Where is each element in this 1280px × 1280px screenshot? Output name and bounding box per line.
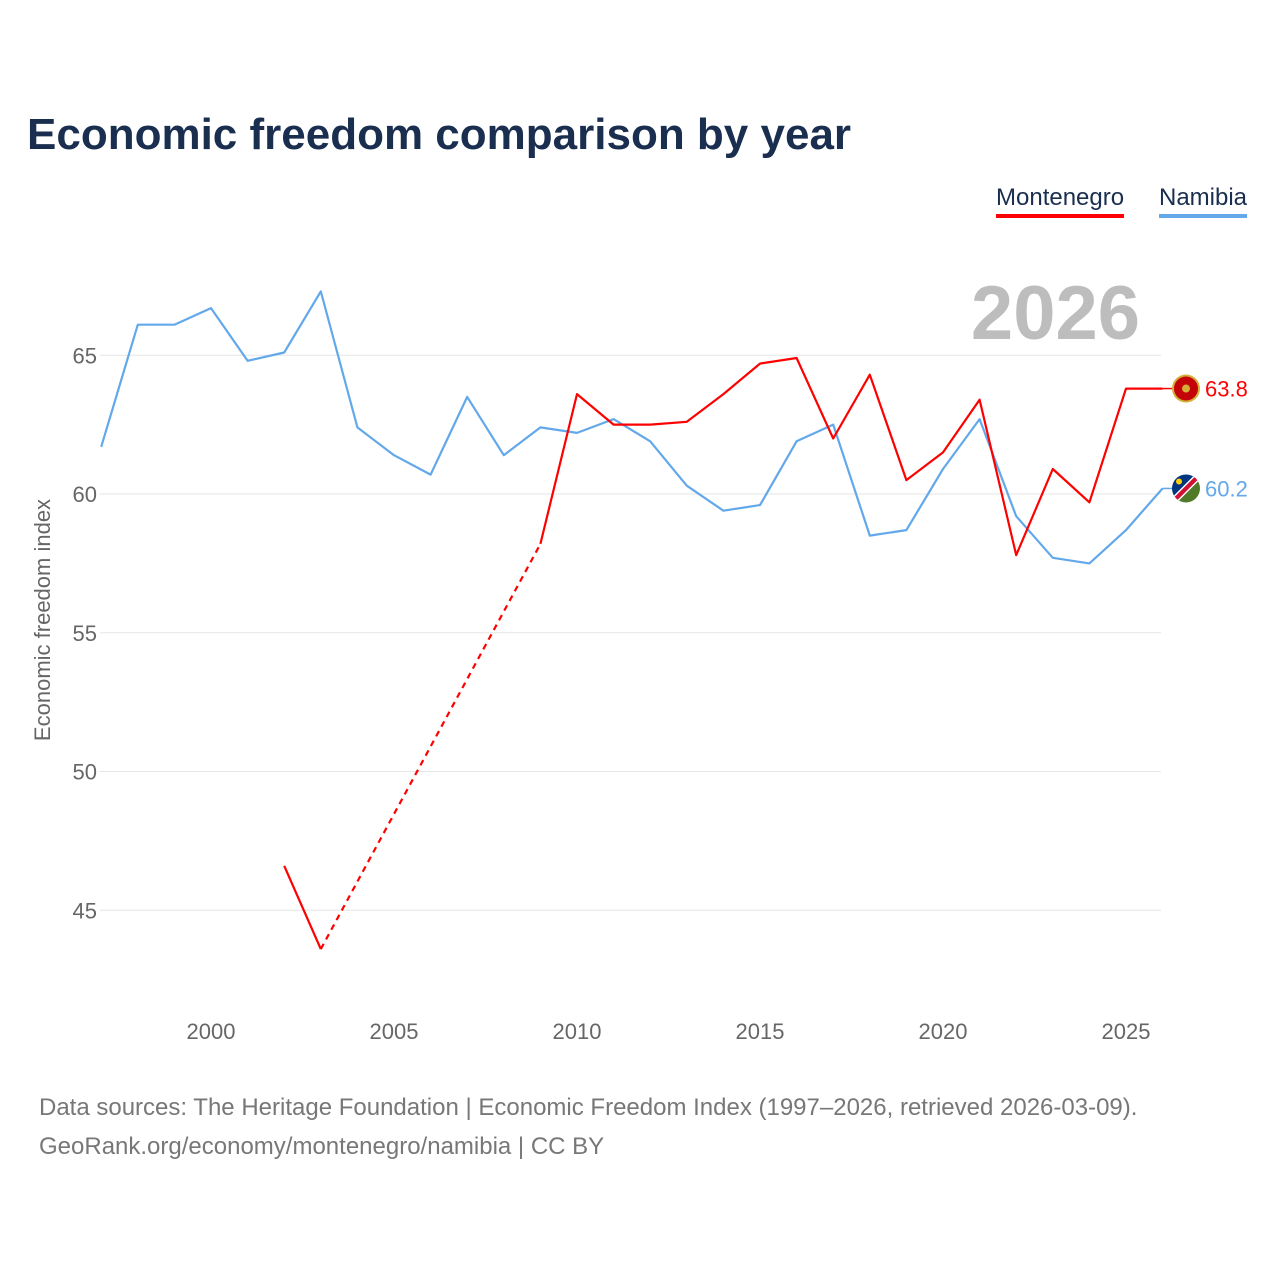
x-tick-label: 2000 [187,1019,236,1044]
montenegro-flag-emblem [1182,384,1190,393]
legend-montenegro[interactable]: Montenegro [996,184,1125,218]
series-line-montenegro [539,356,1163,557]
y-tick-label: 45 [73,898,97,923]
x-tick-label: 2010 [553,1019,602,1044]
series-gap-dashed-montenegro [319,543,542,950]
y-axis-label: Economic freedom index [30,499,55,741]
y-tick-label: 55 [73,621,97,646]
chart-title: Economic freedom comparison by year [27,110,852,159]
y-tick-label: 50 [73,760,97,785]
x-tick-label: 2025 [1102,1019,1151,1044]
series-line-namibia [100,290,1164,565]
y-tick-label: 60 [73,482,97,507]
x-tick-label: 2015 [736,1019,785,1044]
namibia-flag-icon [1172,474,1200,503]
year-label: 2026 [970,271,1140,356]
end-value-label-montenegro: 63.8 [1205,377,1248,402]
source-note: Data sources: The Heritage Foundation | … [39,1088,1137,1166]
end-value-label-namibia: 60.2 [1205,476,1248,501]
legend-namibia[interactable]: Namibia [1159,184,1248,218]
x-tick-label: 2020 [919,1019,968,1044]
x-tick-label: 2005 [370,1019,419,1044]
source-line-2[interactable]: GeoRank.org/economy/montenegro/namibia |… [39,1133,605,1160]
y-tick-label: 65 [73,343,97,368]
source-line-1: Data sources: The Heritage Foundation | … [39,1094,1138,1121]
series-line-montenegro [283,865,322,950]
